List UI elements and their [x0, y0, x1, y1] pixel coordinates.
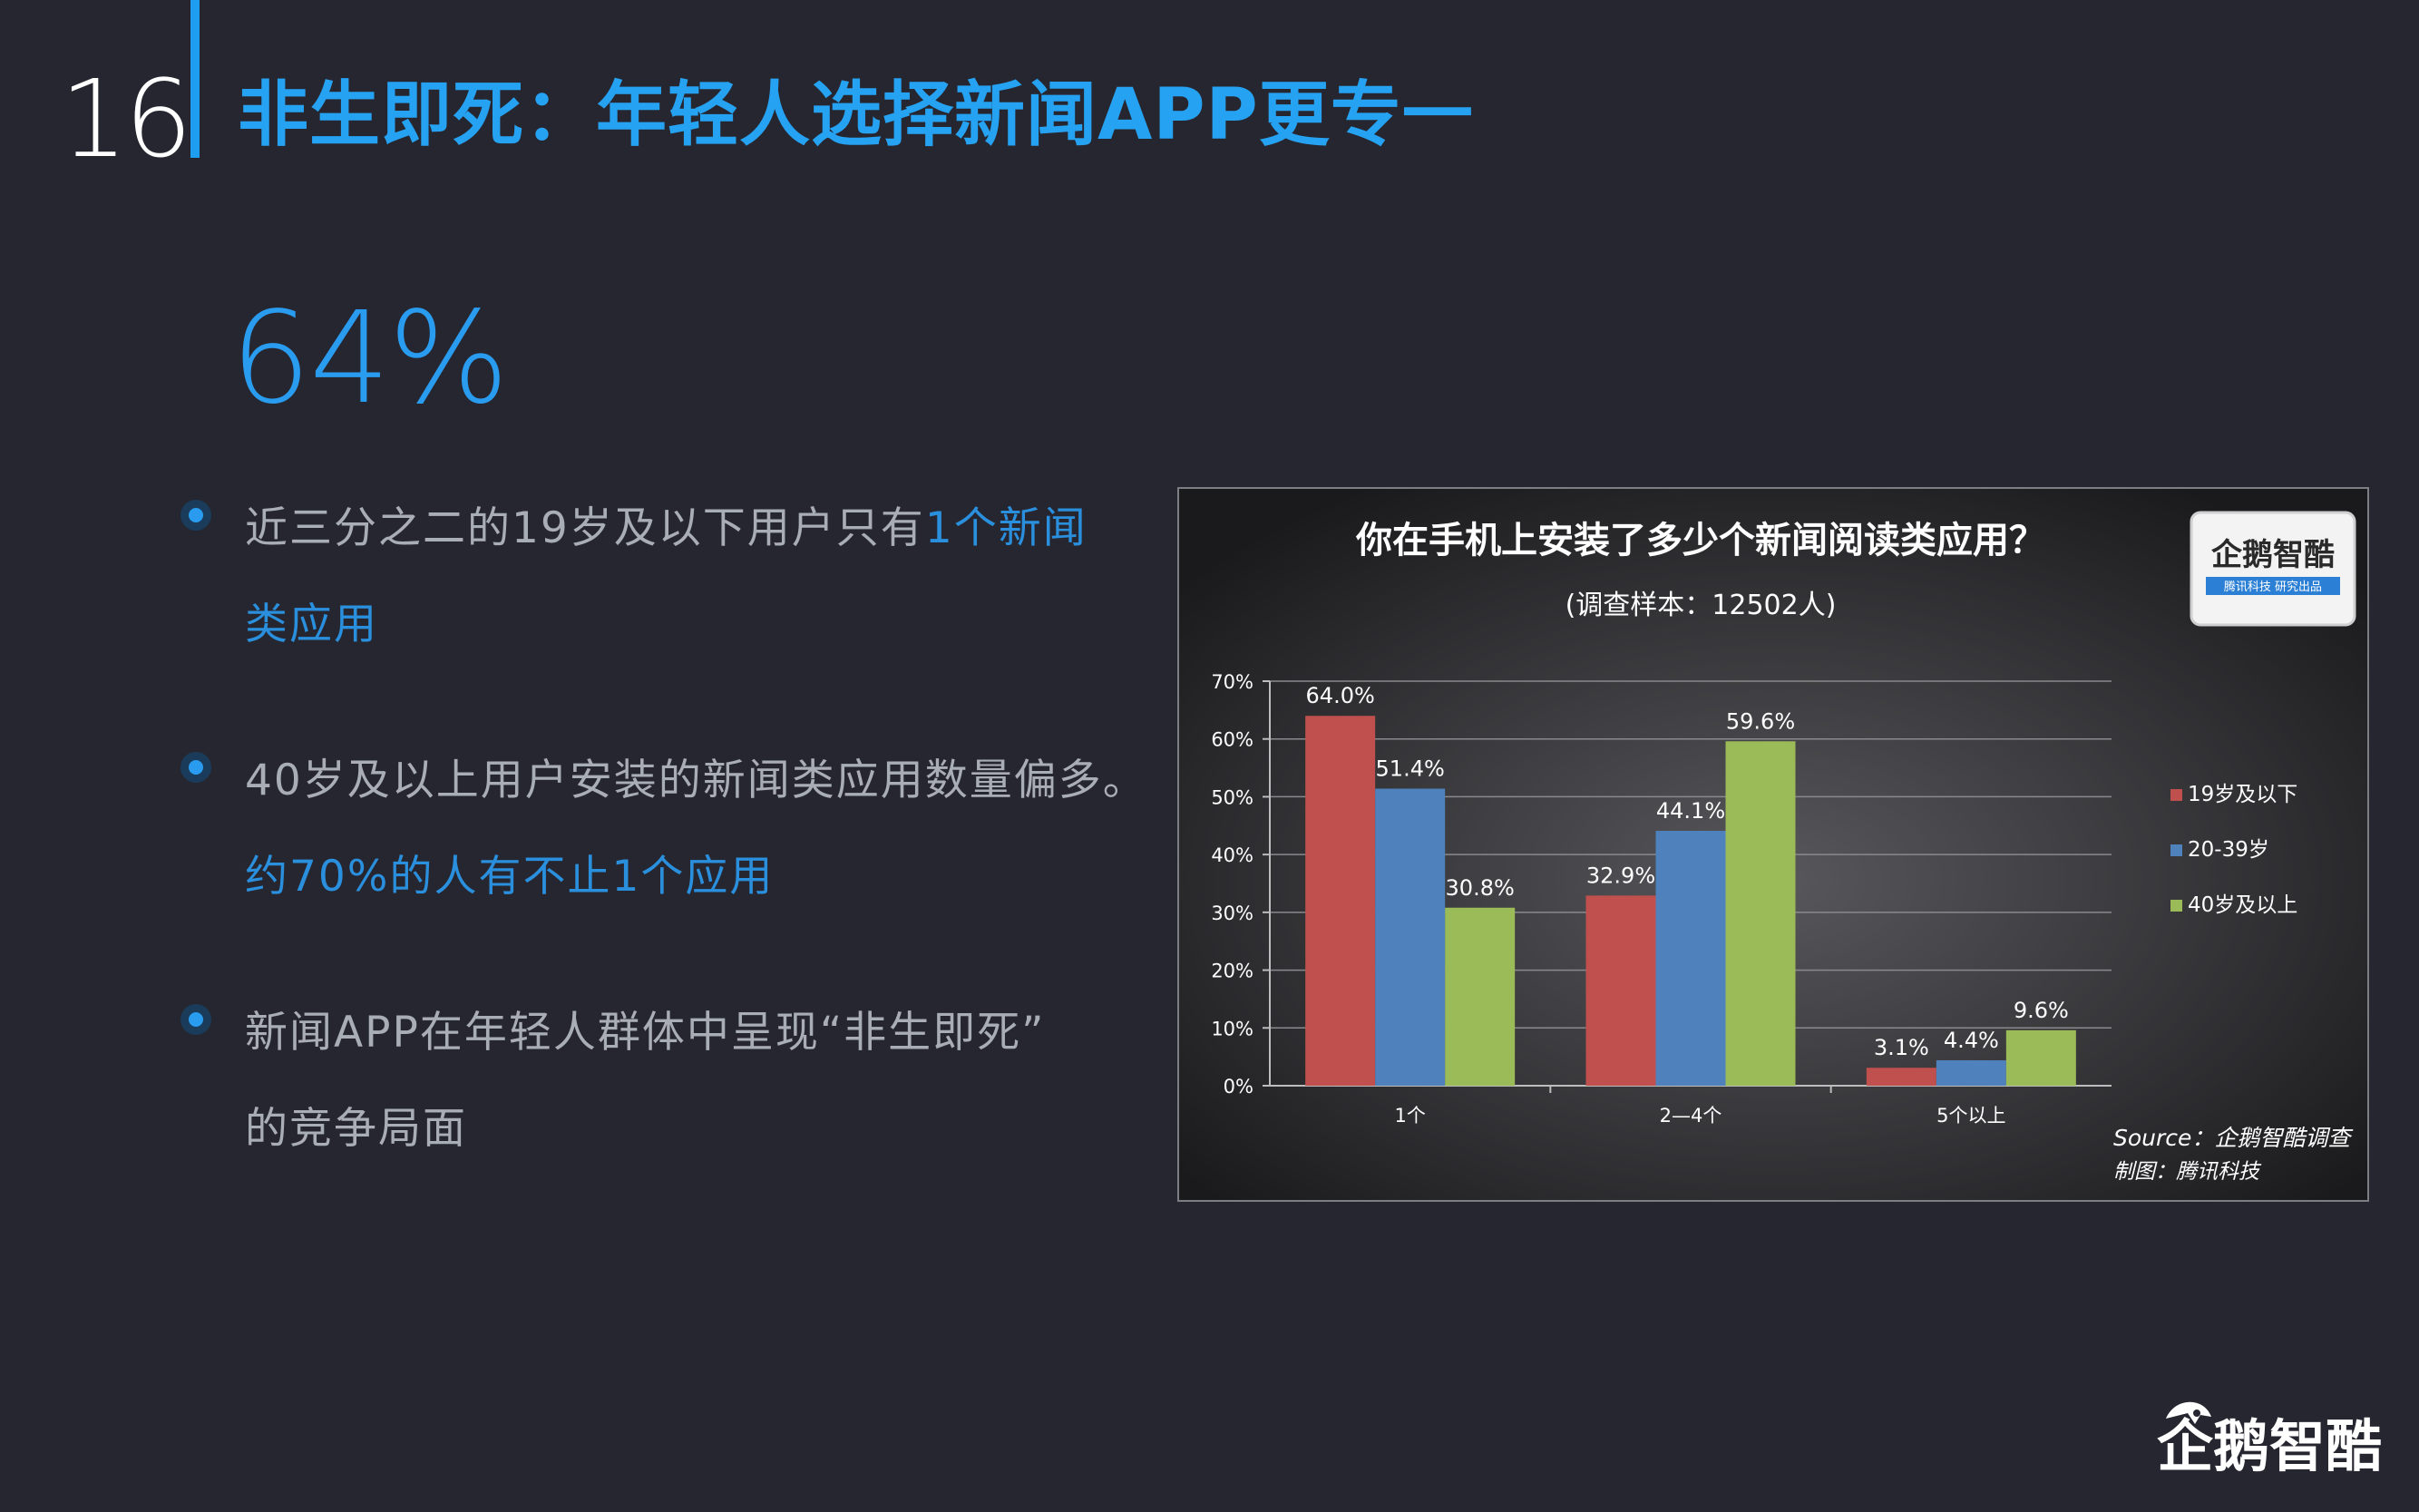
x-tick-label: 5个以上 [1936, 1105, 2005, 1127]
chart-value-labels: 64.0% 51.4% 30.8% 32.9% 44.1% 59.6% 3.1% 4.4% 9.… [1306, 683, 2069, 1060]
data-label: 9.6% [2014, 998, 2069, 1023]
page-number: 16 [60, 56, 192, 181]
chart-logo-frame [2190, 511, 2356, 627]
chart-logo-name: 企鹅智酷 [2211, 537, 2335, 573]
bullet-highlight: 1个新闻 [924, 503, 1088, 553]
footer-logo: 企鹅智酷 [2148, 1388, 2384, 1482]
bullet-text-part: 40岁及以上用户安装的新闻类应用数量偏多。 [245, 756, 1147, 805]
legend-swatch [2170, 844, 2182, 856]
x-tick-label: 1个 [1394, 1105, 1425, 1127]
bullet-dot-icon [180, 1004, 211, 1035]
bar [1445, 907, 1516, 1086]
data-label: 4.4% [1944, 1028, 1999, 1053]
legend-swatch [2170, 789, 2182, 801]
chart-logo-band [2206, 577, 2340, 595]
bar [1725, 741, 1796, 1086]
chart-bars [1305, 716, 2076, 1086]
chart-source: Source：企鹅智酷调查 [2113, 1125, 2354, 1151]
bullet-highlight: 类应用 [245, 600, 378, 649]
bullet-dot-icon [180, 752, 211, 783]
y-tick-label: 30% [1211, 902, 1253, 924]
bullet-dot-icon [180, 500, 211, 531]
data-label: 32.9% [1586, 863, 1655, 888]
data-label: 51.4% [1376, 756, 1445, 782]
legend-swatch [2170, 900, 2182, 912]
page-title: 非生即死：年轻人选择新闻APP更专一 [238, 74, 1474, 156]
x-tick-label: 2—4个 [1660, 1105, 1722, 1127]
data-label: 44.1% [1656, 798, 1725, 824]
legend-label: 40岁及以上 [2188, 893, 2297, 917]
bar [1655, 831, 1726, 1086]
legend-label: 19岁及以下 [2188, 783, 2297, 806]
bar-chart: 你在手机上安装了多少个新闻阅读类应用？ (调查样本：12502人) 0% 10% 2… [1179, 489, 2367, 1200]
y-tick-label: 40% [1211, 844, 1253, 866]
bar [1305, 716, 1376, 1086]
penguin-logo-icon: 企鹅智酷 [2157, 1401, 2382, 1479]
chart-subtitle: (调查样本：12502人) [1566, 590, 1837, 621]
chart-title: 你在手机上安装了多少个新闻阅读类应用？ [1355, 520, 2045, 561]
y-tick-label: 60% [1211, 729, 1253, 751]
data-label: 59.6% [1726, 708, 1795, 734]
bullet-text-part: 近三分之二的19岁及以下用户只有 [245, 503, 925, 553]
bullet-highlight: 约70%的人有不止1个应用 [245, 852, 775, 902]
chart-logo: 企鹅智酷 腾讯科技 研究出品 [2190, 511, 2356, 627]
y-tick-label: 70% [1211, 671, 1253, 693]
bar [2005, 1029, 2076, 1086]
bullet-text-part: 的竞争局面 [245, 1104, 467, 1154]
bullet-text: 40岁及以上用户安装的新闻类应用数量偏多。 约70%的人有不止1个应用 [245, 733, 1166, 925]
bar [1866, 1068, 1936, 1086]
title-accent-bar [190, 0, 200, 158]
big-stat: 64% [230, 285, 509, 433]
bar [1585, 895, 1656, 1086]
bullet-text: 近三分之二的19岁及以下用户只有1个新闻类应用 [245, 481, 1166, 673]
y-tick-label: 50% [1211, 786, 1253, 808]
legend-label: 20-39岁 [2188, 838, 2269, 862]
data-label: 30.8% [1446, 875, 1515, 901]
bar [1936, 1059, 2006, 1086]
chart-credit: 制图：腾讯科技 [2113, 1160, 2262, 1184]
chart-logo-tagline: 腾讯科技 研究出品 [2224, 580, 2322, 594]
chart-legend: 19岁及以下 20-39岁 40岁及以上 [2170, 783, 2297, 917]
y-tick-label: 0% [1224, 1076, 1253, 1097]
data-label: 64.0% [1306, 683, 1375, 708]
data-label: 3.1% [1874, 1035, 1929, 1060]
y-tick-label: 10% [1211, 1018, 1253, 1039]
chart-axes: 0% 10% 20% 30% 40% 50% 60% 70% 1个 2—4个 5个以上 [1211, 671, 2112, 1127]
bullet-text: 新闻APP在年轻人群体中呈现“非生即死” 的竞争局面 [245, 985, 1166, 1177]
chart-panel: 你在手机上安装了多少个新闻阅读类应用？ (调查样本：12502人) 0% 10% 2… [1177, 487, 2369, 1202]
footer-logo-text: 企鹅智酷 [2157, 1413, 2382, 1478]
bar [1375, 788, 1446, 1086]
y-tick-label: 20% [1211, 961, 1253, 982]
bullet-text-part: 新闻APP在年轻人群体中呈现“非生即死” [245, 1008, 1046, 1058]
